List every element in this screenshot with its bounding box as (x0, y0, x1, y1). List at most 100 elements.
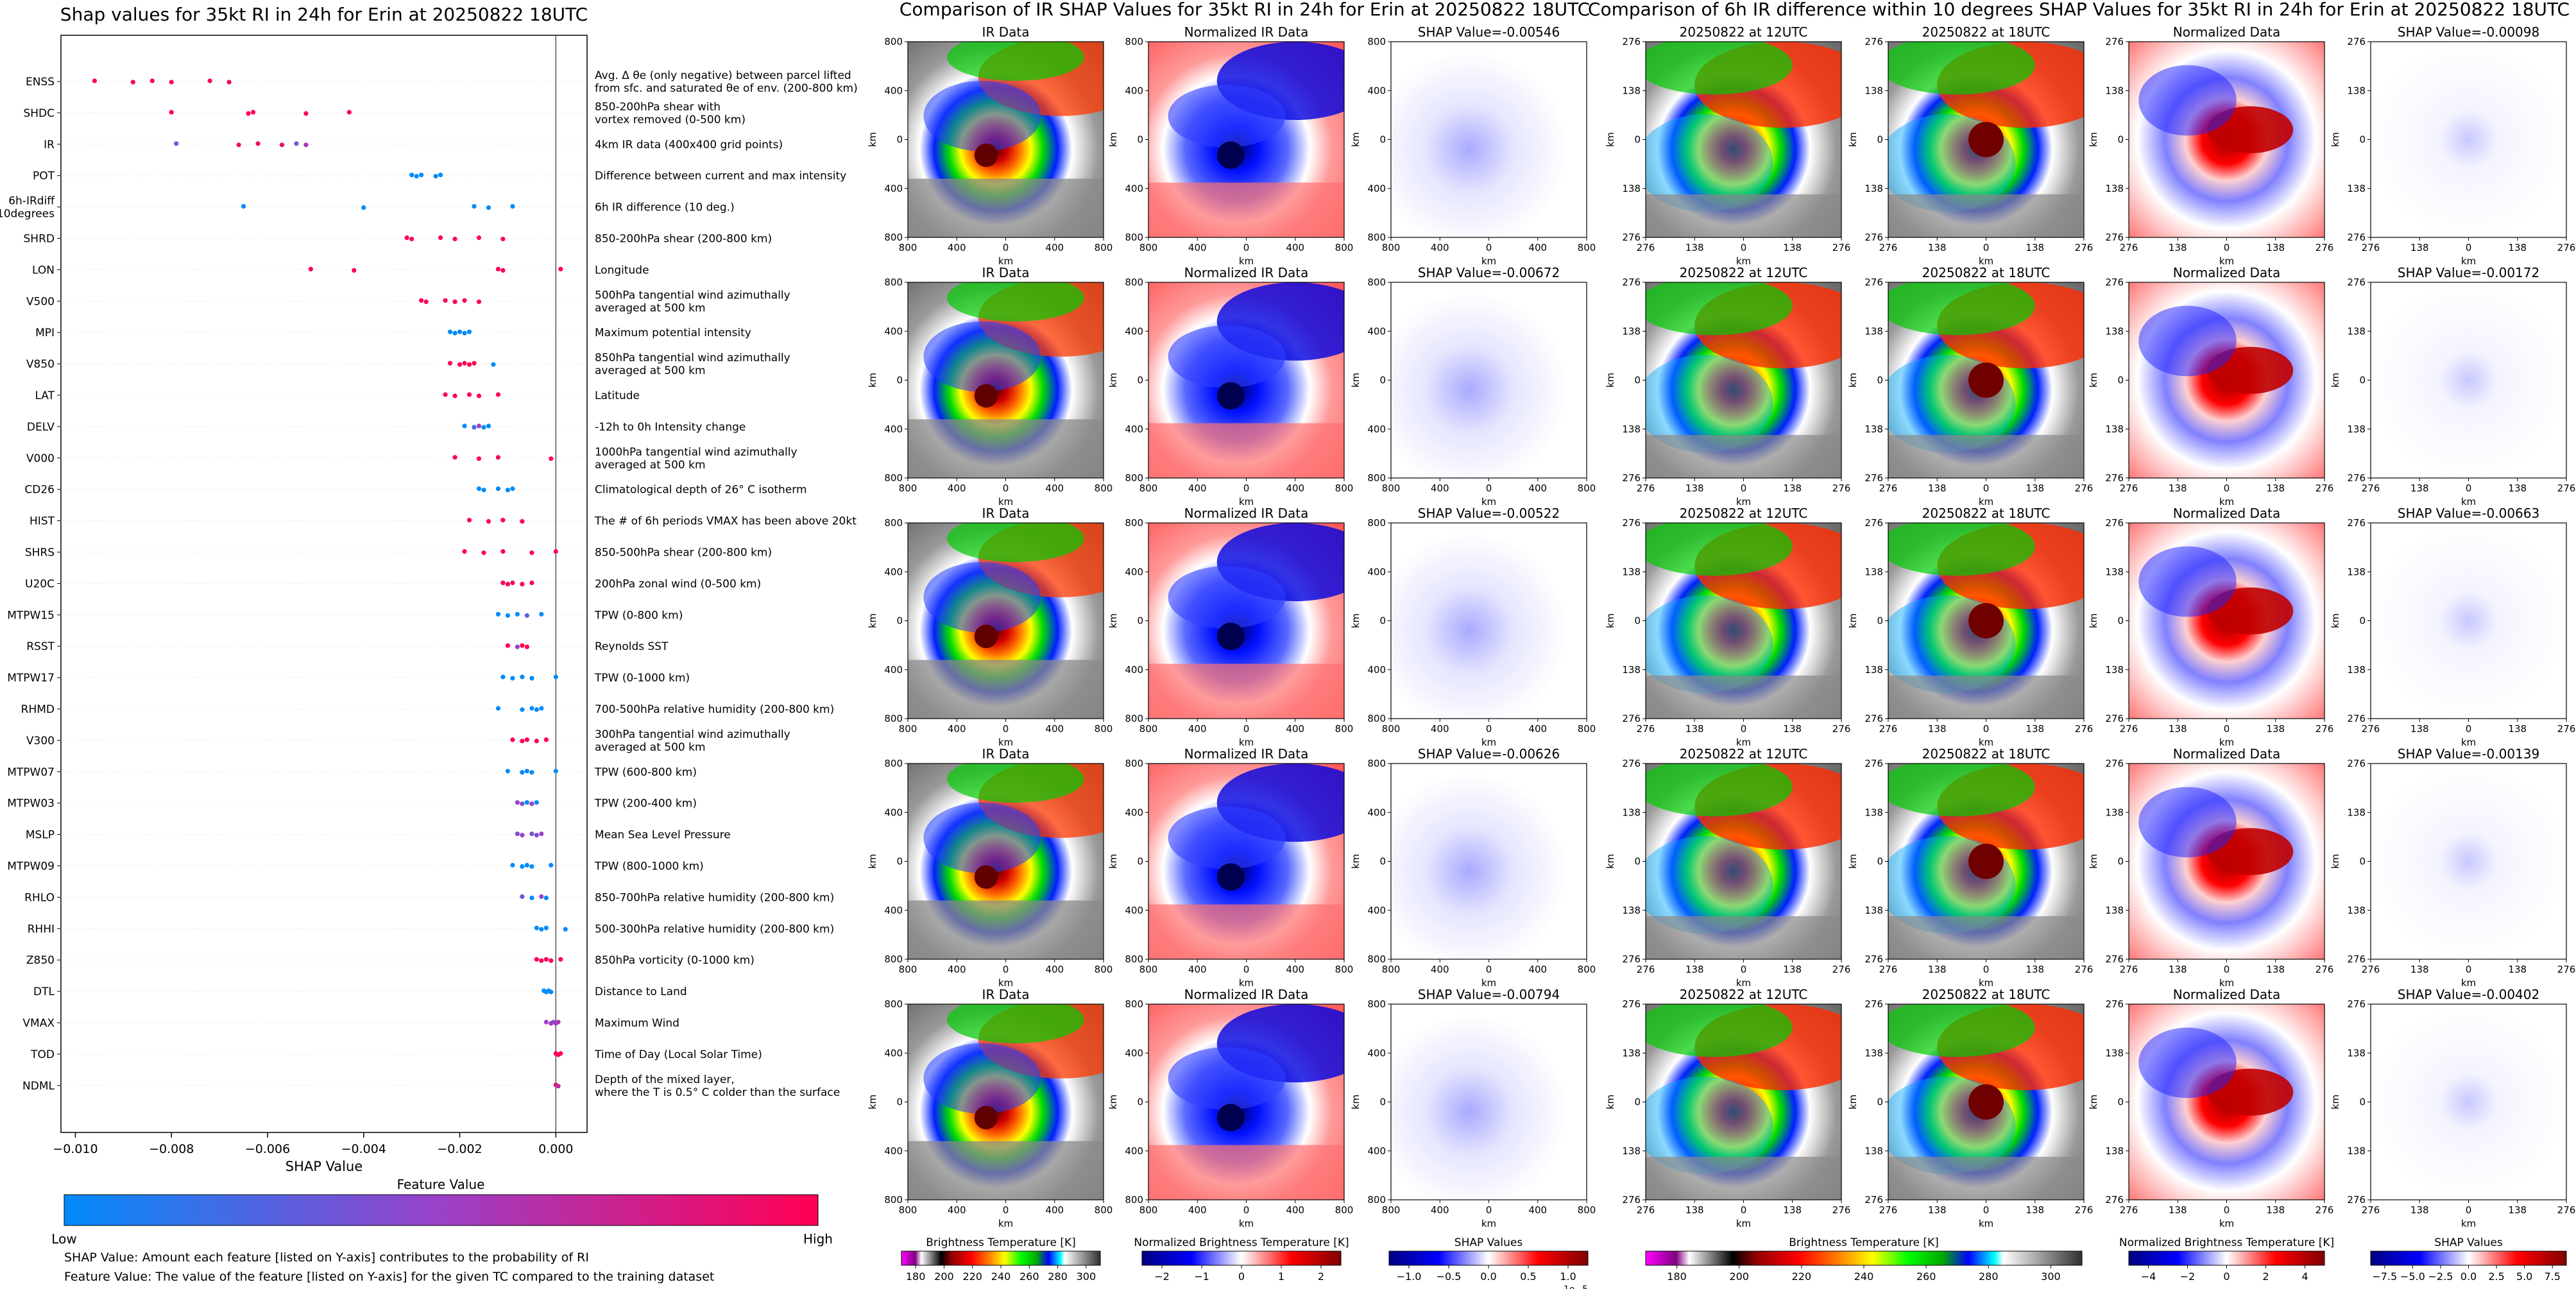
x-tick-label: 138 (2169, 482, 2187, 494)
feature-description: 850-200hPa shear (200-800 km) (595, 233, 772, 246)
cloud-band (1646, 764, 1793, 817)
feature-name: RSST (26, 640, 55, 653)
y-tick-label: 276 (1622, 517, 1641, 529)
x-tick-label: 800 (1139, 723, 1158, 735)
shap-point (466, 362, 472, 367)
colorbar-tick-label: −0.5 (1437, 1270, 1462, 1283)
image-background (1391, 282, 1587, 478)
shap-point (510, 486, 515, 491)
x-axis-label: km (1481, 255, 1496, 267)
x-tick-label: 138 (2026, 723, 2044, 735)
y-tick-label: 800 (1125, 998, 1143, 1010)
x-tick-label: 0 (2224, 723, 2230, 735)
shap-point (495, 611, 501, 617)
shap-summary-plot: Shap values for 35kt RI in 24h for Erin … (0, 4, 858, 1284)
x-tick-label: 0 (1003, 723, 1009, 735)
spiral-anomaly (1168, 85, 1286, 148)
x-axis-label: km (1239, 737, 1254, 748)
feature-description: Longitude (595, 264, 649, 277)
panel-title: SHAP Value=-0.00626 (1418, 746, 1560, 762)
y-tick-label: 138 (2347, 807, 2366, 818)
x-tick-label: 0 (1983, 482, 1990, 494)
colorbar-tick-label: −4 (2141, 1270, 2156, 1283)
y-tick-label: 138 (1622, 183, 1641, 194)
x-axis-label: km (2219, 255, 2234, 267)
ir-image-12utc (1646, 42, 1841, 237)
x-tick-label: 400 (1188, 723, 1207, 735)
x-tick-label: 138 (2026, 964, 2044, 975)
panel-title: SHAP Value=-0.00402 (2398, 987, 2539, 1002)
y-axis-label: km (2330, 373, 2341, 388)
y-axis-label: km (1605, 613, 1616, 628)
normalized-ir-image (1148, 523, 1344, 719)
x-tick-label: 138 (1685, 482, 1704, 494)
x-tick-label: 400 (1188, 482, 1207, 494)
cloud-band (947, 764, 1084, 803)
feature-name: IR (44, 139, 55, 151)
panel-title: Normalized IR Data (1184, 987, 1309, 1002)
x-tick-label: 138 (2508, 723, 2527, 735)
shap-map (1391, 523, 1587, 719)
x-tick-label: 400 (1045, 723, 1064, 735)
feature-description: 4km IR data (400x400 grid points) (595, 139, 783, 151)
shap-point (500, 549, 506, 554)
y-axis-label: km (1847, 1095, 1859, 1109)
shap-point (476, 235, 482, 241)
colorbar-tick-label: −2.5 (2428, 1270, 2453, 1283)
storm-core (1968, 603, 2004, 638)
shap-point (481, 550, 486, 556)
x-axis-label: km (1979, 255, 1993, 267)
y-tick-label: 276 (2347, 472, 2366, 484)
y-tick-label: 400 (1125, 1145, 1143, 1157)
y-tick-label: 138 (2105, 85, 2124, 96)
panel-title: IR Data (982, 24, 1030, 40)
shap-point (534, 800, 539, 805)
feature-description: Latitude (595, 389, 640, 402)
colorbar-tick-label: 7.5 (2544, 1270, 2560, 1283)
panel-title: Normalized IR Data (1184, 24, 1309, 40)
panel-title: Normalized Data (2173, 746, 2281, 762)
shap-point (404, 235, 409, 241)
colorbar-tick-label: 220 (962, 1270, 982, 1283)
shap-point (279, 142, 285, 148)
y-tick-label: 400 (1125, 905, 1143, 916)
shap-point (520, 894, 525, 899)
y-tick-label: 0 (1634, 1097, 1641, 1108)
ir-image-18utc (1888, 1004, 2084, 1200)
panel-title: SHAP Value=-0.00098 (2398, 24, 2539, 40)
x-tick-label: 800 (1578, 1204, 1596, 1216)
normalized-diff-image (2129, 1004, 2324, 1200)
x-tick-label: 276 (2557, 964, 2576, 975)
y-tick-label: 400 (884, 423, 903, 435)
shap-point (549, 862, 554, 868)
cooling-band (2138, 1027, 2237, 1098)
x-tick-label: 800 (899, 242, 917, 253)
x-tick-label: 276 (1637, 964, 1655, 975)
x-tick-label: 138 (2266, 723, 2285, 735)
shap-point (443, 392, 448, 397)
y-tick-label: 0 (896, 615, 903, 627)
feature-description: vortex removed (0-500 km) (595, 114, 746, 126)
y-tick-label: 138 (2105, 1047, 2124, 1059)
y-tick-label: 276 (2105, 1194, 2124, 1206)
cooling-band (2138, 305, 2237, 377)
shap-map (2371, 282, 2566, 478)
shap-point (438, 235, 443, 241)
y-tick-label: 0 (1877, 856, 1883, 867)
shap-point (529, 706, 534, 711)
colorbar-tick-label: 300 (1077, 1270, 1096, 1283)
feature-description: Maximum potential intensity (595, 327, 751, 339)
feature-value-colorbar (64, 1194, 819, 1226)
y-tick-label: 800 (1367, 232, 1386, 243)
normalized-bt-colorbar (2128, 1251, 2325, 1266)
y-axis-label: km (1350, 373, 1361, 388)
shap-point (246, 111, 251, 116)
y-tick-label: 276 (2105, 36, 2124, 47)
y-tick-label: 800 (1367, 758, 1386, 769)
y-axis-label: km (2330, 132, 2341, 147)
warm-anomaly (1148, 1145, 1344, 1200)
shap-point (236, 142, 241, 148)
shap-point (361, 205, 366, 210)
normalized-bt-colorbar (1141, 1251, 1342, 1266)
